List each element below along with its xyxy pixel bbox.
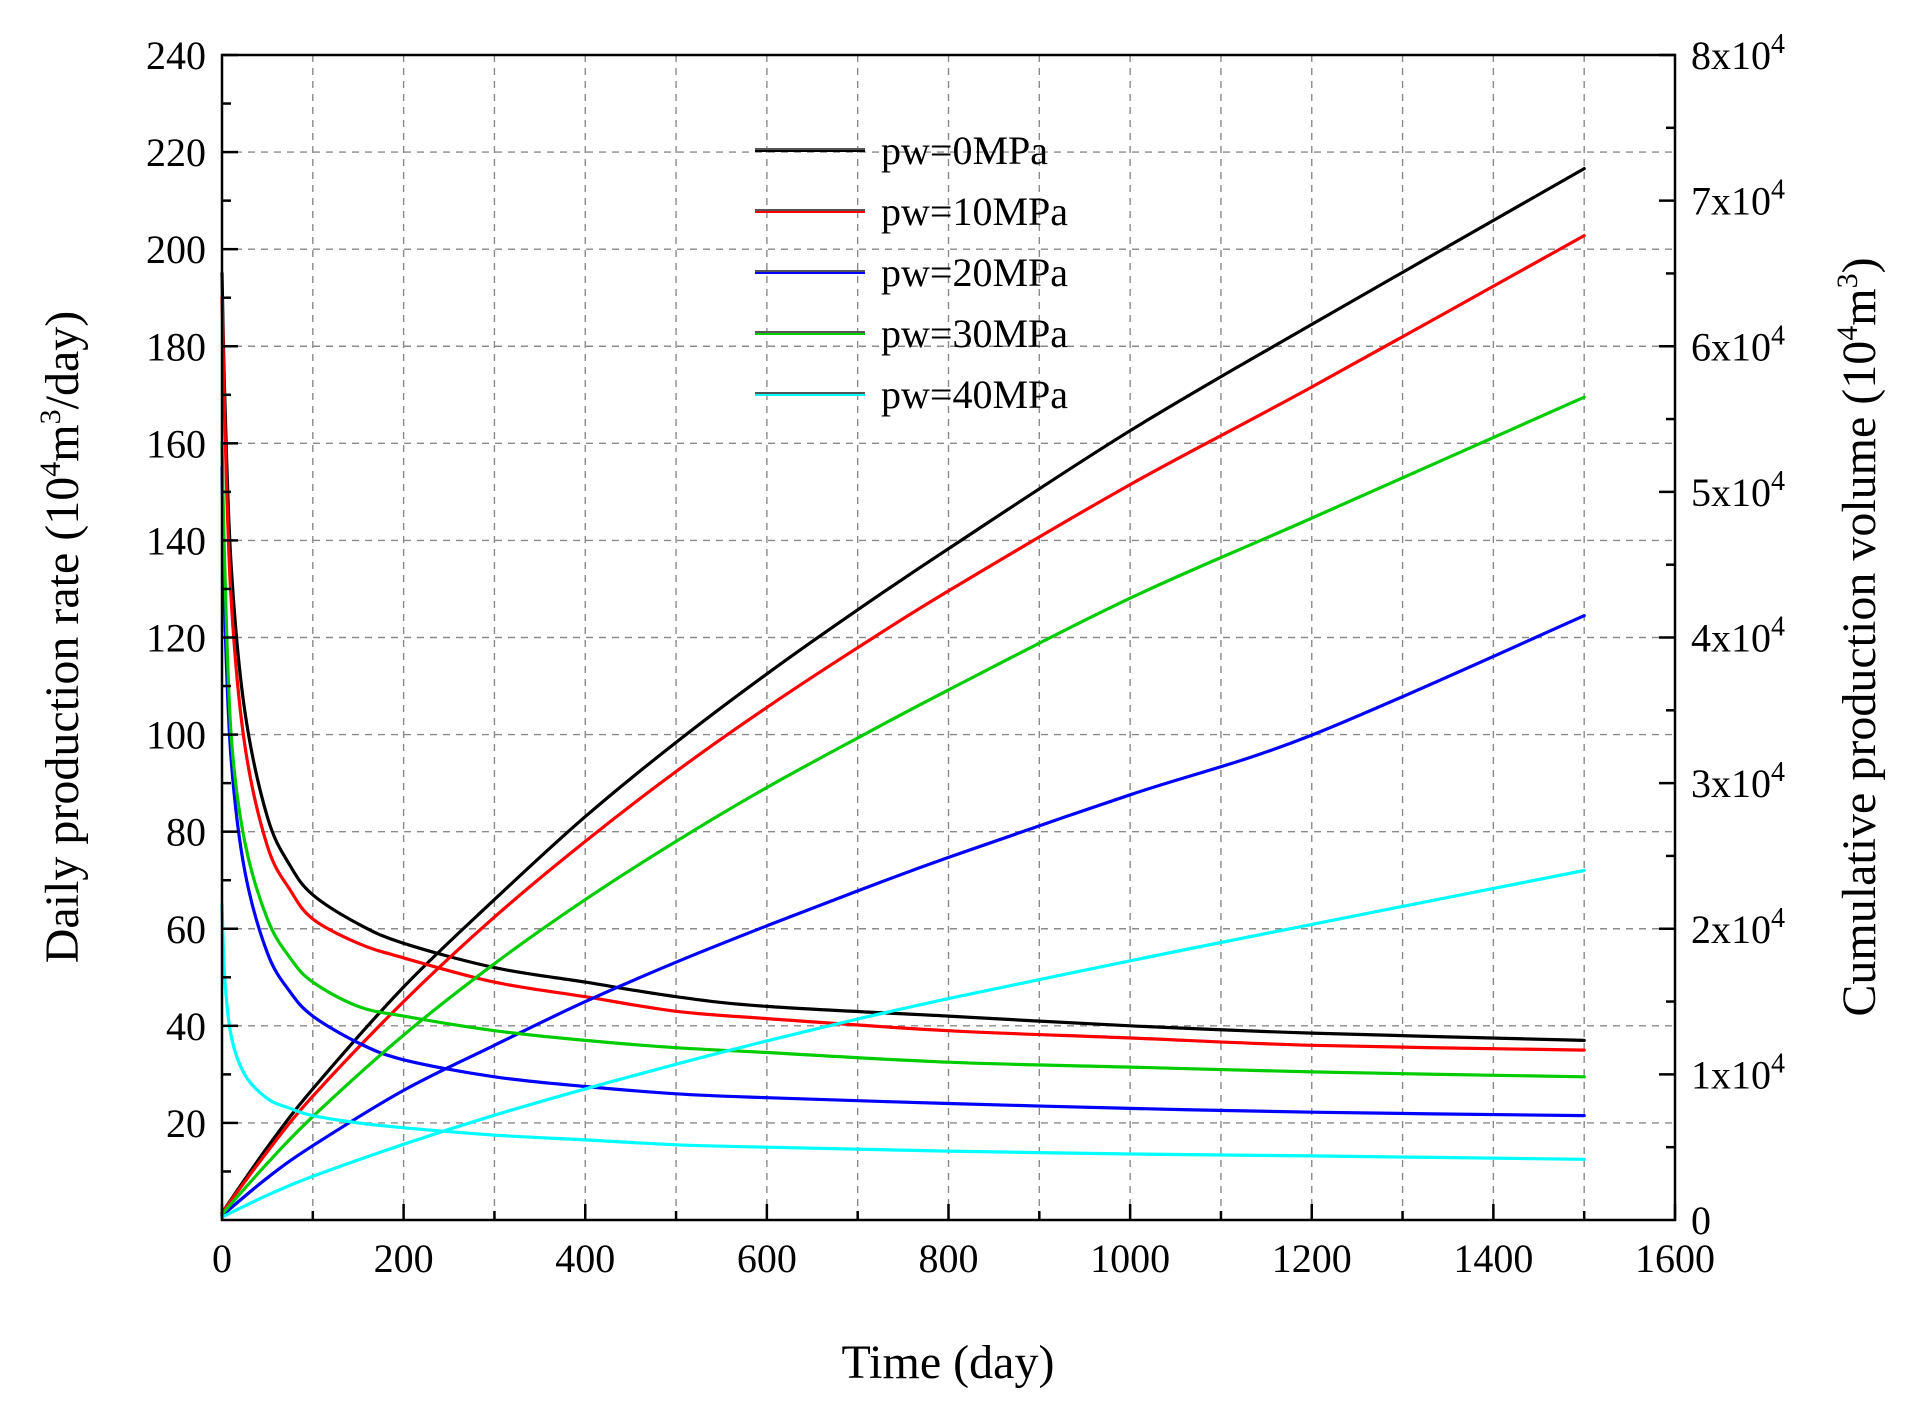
legend-label-pw-30mpa: pw=30MPa <box>881 311 1068 356</box>
y-right-tick-label-20000: 2x104 <box>1691 903 1785 952</box>
y-left-title-sup1: 4 <box>34 462 67 477</box>
legend-label-pw-20mpa: pw=20MPa <box>881 250 1068 295</box>
legend: pw=0MPa pw=10MPa pw=20MPa pw=30MPa pw=40MPa <box>755 128 1068 417</box>
y-left-tick-label-120: 120 <box>146 616 206 661</box>
y-left-tick-label-20: 20 <box>166 1101 206 1146</box>
x-tick-label-1000: 1000 <box>1090 1236 1170 1281</box>
x-tick-label-400: 400 <box>555 1236 615 1281</box>
x-axis-title: Time (day) <box>842 1336 1055 1389</box>
y-right-title-sup2: 3 <box>1831 273 1864 288</box>
x-tick-label-0: 0 <box>212 1236 232 1281</box>
y-right-tick-label-0: 0 <box>1691 1198 1711 1243</box>
series-cumulative-pw-20mpa <box>220 614 1586 1218</box>
y-right-title-part3: ) <box>1833 257 1886 273</box>
y-right-title-sup1: 4 <box>1831 326 1864 341</box>
y-right-title-part2: m <box>1833 288 1886 325</box>
y-left-axis-title: Daily production rate (104m3/day) <box>34 311 89 963</box>
x-tick-label-600: 600 <box>737 1236 797 1281</box>
y-left-title-part3: /day) <box>36 311 89 410</box>
y-right-tick-label-80000: 8x104 <box>1691 29 1785 78</box>
y-right-tick-label-50000: 5x104 <box>1691 466 1785 515</box>
x-tick-label-1600: 1600 <box>1635 1236 1715 1281</box>
y-left-tick-label-240: 240 <box>146 33 206 78</box>
x-tick-label-800: 800 <box>919 1236 979 1281</box>
y-right-tick-label-60000: 6x104 <box>1691 320 1785 369</box>
y-left-title-part2: m <box>36 424 89 461</box>
series-cumulative-pw-10mpa <box>220 234 1586 1215</box>
y-right-tick-label-30000: 3x104 <box>1691 757 1785 806</box>
y-left-tick-label-220: 220 <box>146 130 206 175</box>
series-cumulative-pw-40mpa <box>220 868 1586 1219</box>
y-left-tick-label-60: 60 <box>166 907 206 952</box>
series-cumulative-pw-0mpa <box>220 167 1586 1215</box>
curve-layer <box>220 167 1586 1219</box>
grid-layer <box>222 55 1675 1220</box>
y-left-tick-label-160: 160 <box>146 421 206 466</box>
y-right-tick-label-40000: 4x104 <box>1691 612 1785 661</box>
y-right-axis-title: Cumulative production volume (104m3) <box>1831 257 1886 1016</box>
y-left-title-part1: Daily production rate (10 <box>36 477 89 964</box>
y-right-tick-label-70000: 7x104 <box>1691 175 1785 224</box>
y-right-title-part1: Cumulative production volume (10 <box>1833 341 1886 1017</box>
y-left-tick-label-180: 180 <box>146 324 206 369</box>
y-left-title-sup2: 3 <box>34 409 67 424</box>
x-tick-label-200: 200 <box>374 1236 434 1281</box>
legend-label-pw-0mpa: pw=0MPa <box>881 128 1048 173</box>
y-left-tick-label-140: 140 <box>146 518 206 563</box>
y-left-tick-label-100: 100 <box>146 713 206 758</box>
series-rate-pw-10mpa <box>220 296 1586 1052</box>
y-left-tick-label-80: 80 <box>166 810 206 855</box>
x-tick-label-1200: 1200 <box>1272 1236 1352 1281</box>
tick-layer: 0 200 400 600 800 1000 1200 1400 160020406080100… <box>146 29 1785 1281</box>
series-cumulative-pw-30mpa <box>220 395 1586 1216</box>
legend-label-pw-10mpa: pw=10MPa <box>881 189 1068 234</box>
y-right-tick-label-10000: 1x104 <box>1691 1048 1785 1097</box>
series-rate-pw-30mpa <box>220 441 1586 1079</box>
series-rate-pw-40mpa <box>220 902 1586 1161</box>
series-rate-pw-0mpa <box>220 271 1586 1042</box>
x-tick-label-1400: 1400 <box>1453 1236 1533 1281</box>
series-rate-pw-20mpa <box>220 466 1586 1118</box>
legend-label-pw-40mpa: pw=40MPa <box>881 372 1068 417</box>
y-left-tick-label-40: 40 <box>166 1004 206 1049</box>
y-left-tick-label-200: 200 <box>146 227 206 272</box>
